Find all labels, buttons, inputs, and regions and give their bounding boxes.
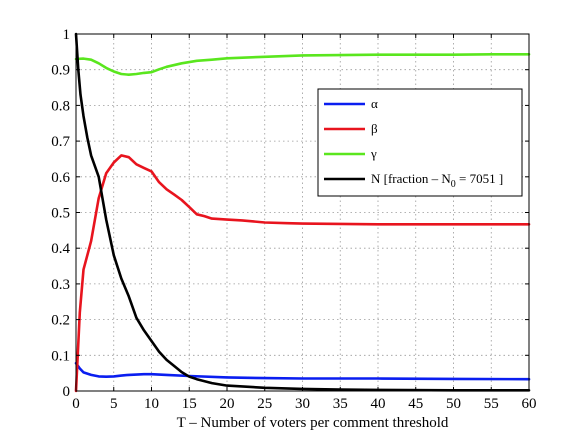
x-axis-label: T – Number of voters per comment thresho…	[177, 415, 449, 431]
legend-label-0: α	[371, 96, 378, 111]
legend: αβγ N [fraction – N0 = 7051 ]	[317, 88, 523, 197]
y-tick-label: 0.9	[51, 63, 70, 79]
x-tick-label: 5	[110, 396, 118, 412]
x-tick-label: 20	[220, 396, 235, 412]
legend-label-1: β	[371, 121, 378, 136]
legend-label-subscript: 0	[451, 179, 456, 190]
x-tick-label: 40	[371, 396, 386, 412]
y-tick-label: 0.4	[51, 241, 70, 257]
legend-label-text: γ	[370, 146, 377, 161]
legend-label-text: α	[371, 96, 378, 111]
y-tick-label: 0.2	[51, 313, 70, 329]
y-tick-label: 0	[63, 384, 71, 400]
series-line-1	[74, 154, 531, 393]
legend-label-tail: = 7051 ]	[456, 171, 503, 186]
series-line-2	[74, 52, 531, 76]
y-tick-label: 1	[63, 27, 71, 43]
axis-ticks: 0 5 10 15 20 25 30 35 40 45 50 55 6000.10.20.30.40.5…	[51, 27, 536, 412]
legend-label-text: N [fraction – N	[371, 171, 451, 186]
y-tick-label: 0.7	[51, 134, 70, 150]
x-tick-label: 50	[446, 396, 461, 412]
x-tick-label: 0	[72, 396, 80, 412]
y-tick-label: 0.6	[51, 170, 70, 186]
legend-label-3: N [fraction – N0 = 7051 ]	[371, 171, 503, 190]
x-tick-label: 30	[295, 396, 310, 412]
legend-label-2: γ	[370, 146, 377, 161]
series-line-3	[74, 32, 531, 392]
x-tick-label: 60	[522, 396, 537, 412]
series-lines	[74, 32, 531, 393]
series-line-0	[74, 361, 531, 381]
y-tick-label: 0.8	[51, 98, 70, 114]
x-tick-label: 45	[408, 396, 423, 412]
legend-label-text: β	[371, 121, 378, 136]
y-tick-label: 0.5	[51, 206, 70, 222]
x-tick-label: 25	[257, 396, 272, 412]
x-tick-label: 35	[333, 396, 348, 412]
x-tick-label: 55	[484, 396, 499, 412]
y-tick-label: 0.1	[51, 348, 70, 364]
x-tick-label: 15	[182, 396, 197, 412]
grid-lines	[76, 34, 529, 391]
x-tick-label: 10	[144, 396, 159, 412]
y-tick-label: 0.3	[51, 277, 70, 293]
